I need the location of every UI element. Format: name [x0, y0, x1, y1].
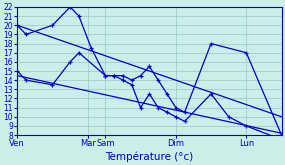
X-axis label: Température (°c): Température (°c)	[105, 151, 194, 162]
